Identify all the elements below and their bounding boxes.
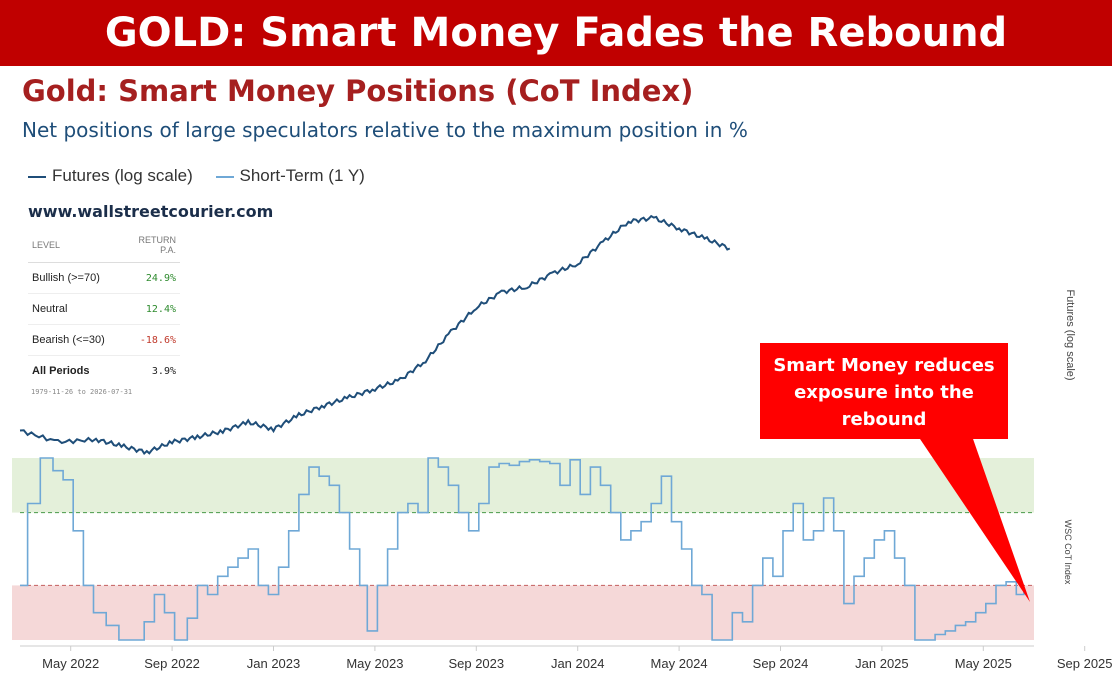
chart-title: Gold: Smart Money Positions (CoT Index) [22,74,694,108]
callout-text-line: Smart Money reduces [773,355,994,376]
x-tick-label: Jan 2024 [551,656,605,671]
legend: Futures (log scale) Short-Term (1 Y) [28,166,383,186]
row-level: Bullish (>=70) [28,262,126,294]
table-row-neutral: Neutral 12.4% [28,293,180,325]
right-axis-label-futures: Futures (log scale) [1064,289,1076,380]
callout-text-line: exposure into the [794,382,974,403]
x-tick-label: Jan 2025 [855,656,909,671]
x-tick-label: Sep 2024 [753,656,809,671]
row-level: All Periods [32,365,90,377]
x-tick-label: Sep 2023 [448,656,504,671]
x-tick-label: May 2022 [42,656,99,671]
series-line-cot-index [20,457,1025,641]
x-tick-label: May 2025 [955,656,1012,671]
row-value: 24.9% [125,262,180,294]
callout-pointer [918,436,1030,602]
x-tick-label: May 2023 [346,656,403,671]
date-range: 1979-11-26 to 2026-07-31 [31,388,133,396]
x-tick-label: Sep 2025 [1057,656,1112,671]
table-row-bearish: Bearish (<=30) -18.6% [28,324,180,356]
legend-label-short-term: Short-Term (1 Y) [239,166,365,185]
source-label: www.wallstreetcourier.com [28,202,274,221]
series-line-futures [19,214,731,456]
col-header-return-line2: P.A. [160,245,176,255]
row-value: -18.6% [125,324,180,356]
table-row-all-periods: All Periods 3.9% [28,356,180,387]
header-banner [0,0,1112,66]
row-value: 3.9% [151,365,176,377]
legend-swatch-futures [28,175,46,178]
callout-box [760,343,1008,439]
table-row-bullish: Bullish (>=70) 24.9% [28,262,180,294]
x-tick-label: Jan 2023 [247,656,301,671]
legend-swatch-short-term [215,175,234,178]
x-tick-label: Sep 2022 [144,656,200,671]
legend-item-futures[interactable]: Futures (log scale) [28,166,193,186]
x-tick-label: May 2024 [651,656,708,671]
legend-label-futures: Futures (log scale) [52,166,193,185]
bearish-zone [12,585,1034,640]
row-level: Bearish (<=30) [28,324,126,356]
col-header-level: LEVEL [28,228,126,263]
bullish-zone [12,458,1034,513]
right-axis-label-cot: WSC CoT Index [1063,520,1073,585]
row-level: Neutral [28,293,126,325]
col-header-return-line1: RETURN [138,235,177,245]
returns-table: LEVEL RETURN P.A. Bullish (>=70) 24.9% N… [28,228,180,396]
banner-title: GOLD: Smart Money Fades the Rebound [104,10,1008,56]
chart-subtitle: Net positions of large speculators relat… [22,118,748,142]
col-header-return: RETURN P.A. [125,228,180,263]
legend-item-short-term[interactable]: Short-Term (1 Y) [215,166,365,186]
callout-text-line: rebound [842,409,927,430]
row-value: 12.4% [125,293,180,325]
